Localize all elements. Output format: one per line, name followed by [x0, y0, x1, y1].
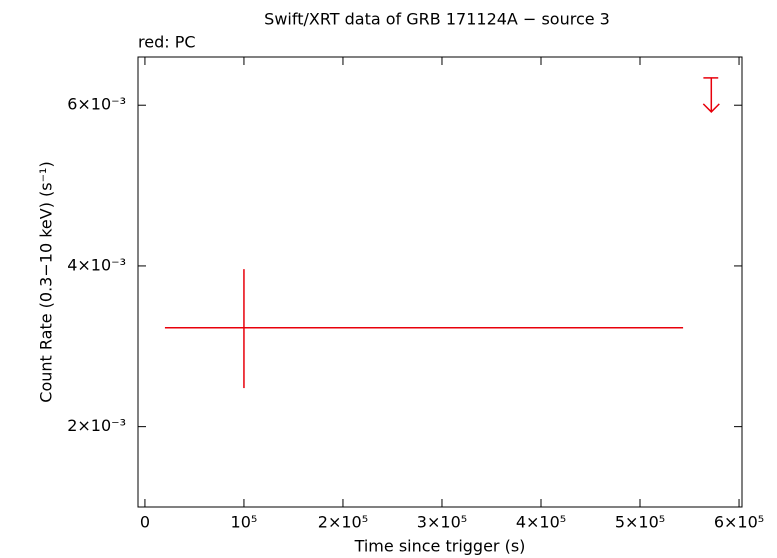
upper-limit-arrow	[702, 77, 720, 113]
x-tick-label: 6×10⁵	[714, 513, 764, 532]
y-tick-label: 4×10⁻³	[67, 255, 126, 274]
x-tick-label: 4×10⁵	[516, 513, 566, 532]
x-axis-label: Time since trigger (s)	[354, 537, 526, 556]
y-tick-label: 6×10⁻³	[67, 95, 126, 114]
x-tick-label: 5×10⁵	[615, 513, 665, 532]
legend-text: red: PC	[138, 33, 196, 52]
x-tick-label: 2×10⁵	[318, 513, 368, 532]
x-tick-label: 0	[140, 513, 150, 532]
chart-title: Swift/XRT data of GRB 171124A − source 3	[264, 10, 610, 29]
y-tick-label: 2×10⁻³	[67, 416, 126, 435]
x-tick-label: 3×10⁵	[417, 513, 467, 532]
plot-frame	[137, 56, 743, 508]
x-tick-label: 10⁵	[231, 513, 258, 532]
y-axis-label: Count Rate (0.3−10 keV) (s⁻¹)	[37, 161, 56, 402]
